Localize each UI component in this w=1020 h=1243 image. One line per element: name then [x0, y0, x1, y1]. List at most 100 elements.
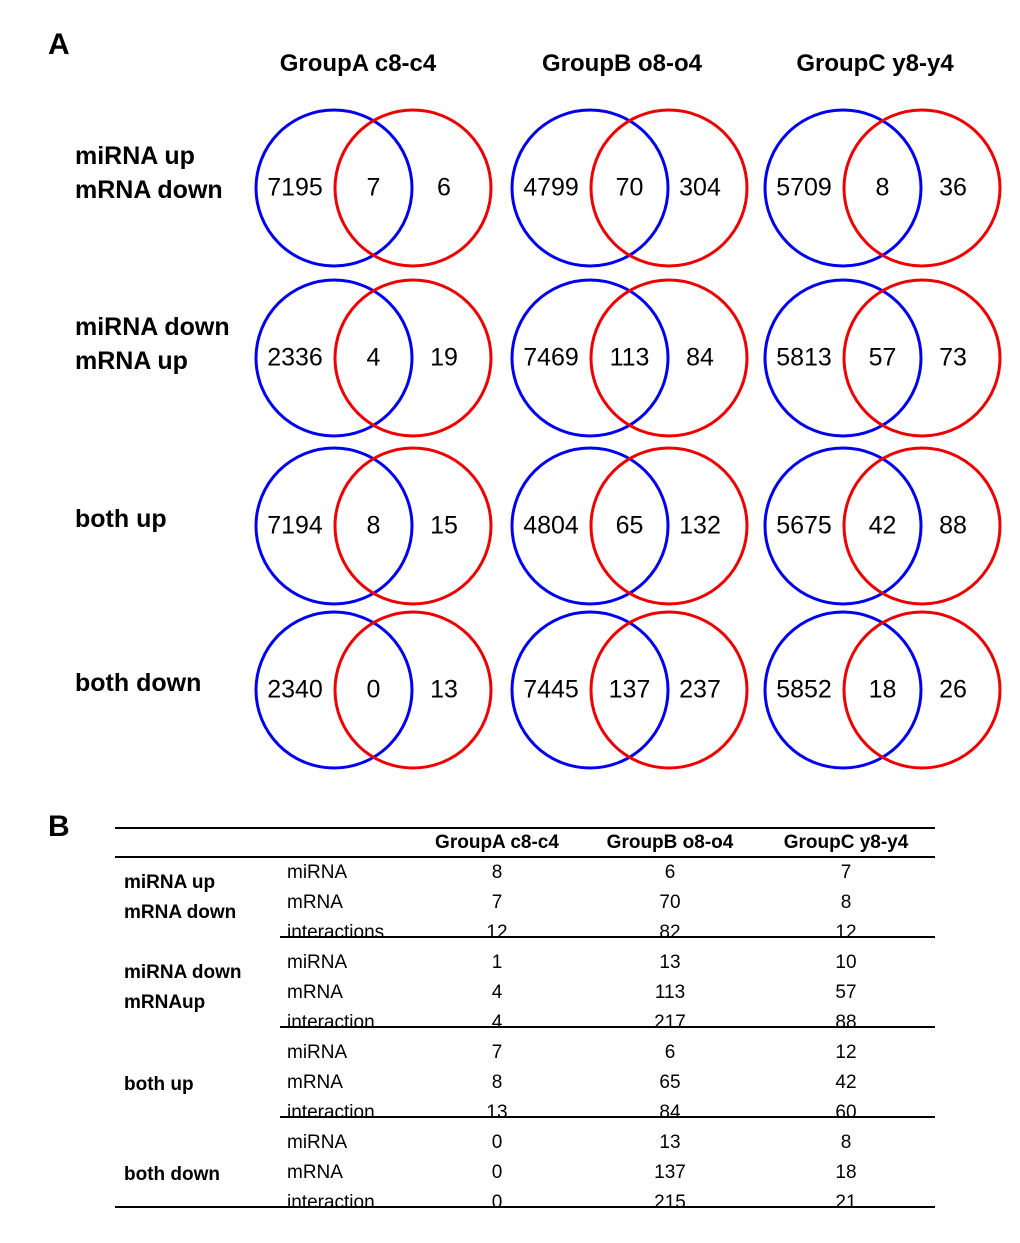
venn-right-circle — [333, 446, 493, 606]
venn-left-only-count: 4799 — [523, 173, 579, 202]
table-cell: 12 — [486, 922, 508, 943]
panel-a-label: A — [48, 28, 70, 61]
table-cell: 7 — [491, 1042, 503, 1063]
venn-overlap-count: 0 — [366, 675, 381, 704]
venn-left-circle — [763, 446, 923, 606]
venn-right-circle — [842, 278, 1002, 438]
table-cell: 42 — [835, 1072, 857, 1093]
venn-overlap-count: 7 — [366, 173, 381, 202]
venn-left-only-count: 2340 — [267, 675, 323, 704]
venn-left-only-count: 2336 — [267, 343, 323, 372]
venn-right-only-count: 88 — [939, 511, 967, 540]
venn-overlap-count: 137 — [608, 675, 651, 704]
venn-right-circle — [589, 278, 749, 438]
table-cell: 7 — [491, 892, 503, 913]
table-cell: 215 — [654, 1192, 686, 1213]
venn-row-label: both down — [75, 669, 202, 697]
venn-right-circle — [333, 610, 493, 770]
venn-left-circle — [510, 446, 670, 606]
venn-overlap-count: 65 — [615, 511, 644, 540]
table-row-label: mRNA — [287, 982, 343, 1003]
table-cell: 60 — [835, 1102, 857, 1123]
table-cell: 88 — [835, 1012, 857, 1033]
table-category-label: miRNA down — [124, 962, 242, 983]
venn-overlap-count: 113 — [609, 343, 650, 372]
venn-left-only-count: 5852 — [776, 675, 832, 704]
table-row-label: interaction — [287, 1012, 375, 1033]
table-cell: 8 — [491, 1072, 503, 1093]
venn-right-only-count: 6 — [437, 173, 451, 202]
venn-left-only-count: 5675 — [776, 511, 832, 540]
table-row-label: miRNA — [287, 862, 348, 883]
venn-right-only-count: 73 — [939, 343, 967, 372]
venn-column-header: GroupB o8-o4 — [542, 50, 702, 77]
venn-left-circle — [254, 446, 414, 606]
table-cell: 70 — [659, 892, 681, 913]
venn-row-label: miRNA up — [75, 142, 195, 170]
table-row-label: interactions — [287, 922, 385, 943]
table-cell: 21 — [835, 1192, 857, 1213]
venn-column-header: GroupA c8-c4 — [279, 50, 437, 77]
table-cell: 12 — [835, 1042, 857, 1063]
table-cell: 13 — [659, 1132, 681, 1153]
venn-left-only-count: 7469 — [523, 343, 579, 372]
venn-right-circle — [842, 446, 1002, 606]
venn-left-circle — [510, 108, 670, 268]
table-cell: 7 — [840, 862, 852, 883]
venn-diagrams — [254, 108, 1002, 770]
table-category-label: both up — [124, 1074, 194, 1095]
table-cell: 6 — [664, 862, 676, 883]
table-cell: 57 — [835, 982, 857, 1003]
venn-right-only-count: 26 — [939, 675, 967, 704]
venn-left-only-count: 7194 — [267, 511, 323, 540]
venn-left-circle — [763, 610, 923, 770]
venn-right-circle — [333, 108, 493, 268]
venn-overlap-count: 57 — [868, 343, 897, 372]
venn-left-circle — [510, 278, 670, 438]
venn-overlap-count: 4 — [366, 343, 381, 372]
table-rule — [115, 1206, 935, 1208]
table-cell: 0 — [491, 1162, 503, 1183]
venn-left-circle — [510, 610, 670, 770]
table-category-label: mRNAup — [124, 992, 206, 1013]
table-row-label: interaction — [287, 1192, 375, 1213]
table-rule — [115, 856, 935, 858]
table-cell: 13 — [486, 1102, 508, 1123]
venn-right-only-count: 237 — [679, 675, 721, 704]
table-cell: 84 — [659, 1102, 681, 1123]
table-rule — [280, 936, 935, 938]
table-column-header: GroupC y8-y4 — [783, 832, 909, 853]
venn-overlap-count: 8 — [875, 173, 890, 202]
venn-row-label: mRNA up — [75, 347, 188, 375]
venn-overlap-count: 42 — [868, 511, 897, 540]
venn-right-only-count: 19 — [430, 343, 458, 372]
venn-left-only-count: 7195 — [267, 173, 323, 202]
venn-right-circle — [842, 610, 1002, 770]
table-cell: 8 — [491, 862, 503, 883]
venn-left-only-count: 5813 — [776, 343, 832, 372]
table-cell: 113 — [654, 982, 686, 1003]
venn-left-circle — [254, 108, 414, 268]
panel-b-label: B — [48, 810, 70, 843]
table-row-label: mRNA — [287, 1162, 343, 1183]
venn-right-only-count: 36 — [939, 173, 967, 202]
table-row-label: interaction — [287, 1102, 375, 1123]
venn-column-header: GroupC y8-y4 — [796, 50, 954, 77]
venn-left-only-count: 7445 — [523, 675, 579, 704]
venn-right-circle — [589, 108, 749, 268]
table-rule — [280, 1026, 935, 1028]
table-cell: 137 — [654, 1162, 686, 1183]
venn-right-only-count: 84 — [686, 343, 714, 372]
venn-left-only-count: 5709 — [776, 173, 832, 202]
table-cell: 217 — [654, 1012, 686, 1033]
table-cell: 13 — [659, 952, 681, 973]
table-row-label: miRNA — [287, 1132, 348, 1153]
table-cell: 82 — [659, 922, 681, 943]
table-cell: 1 — [491, 952, 503, 973]
venn-left-circle — [763, 278, 923, 438]
venn-overlap-count: 8 — [366, 511, 381, 540]
venn-right-circle — [333, 278, 493, 438]
venn-right-circle — [589, 446, 749, 606]
table-cell: 4 — [491, 982, 503, 1003]
table-cell: 0 — [491, 1132, 503, 1153]
